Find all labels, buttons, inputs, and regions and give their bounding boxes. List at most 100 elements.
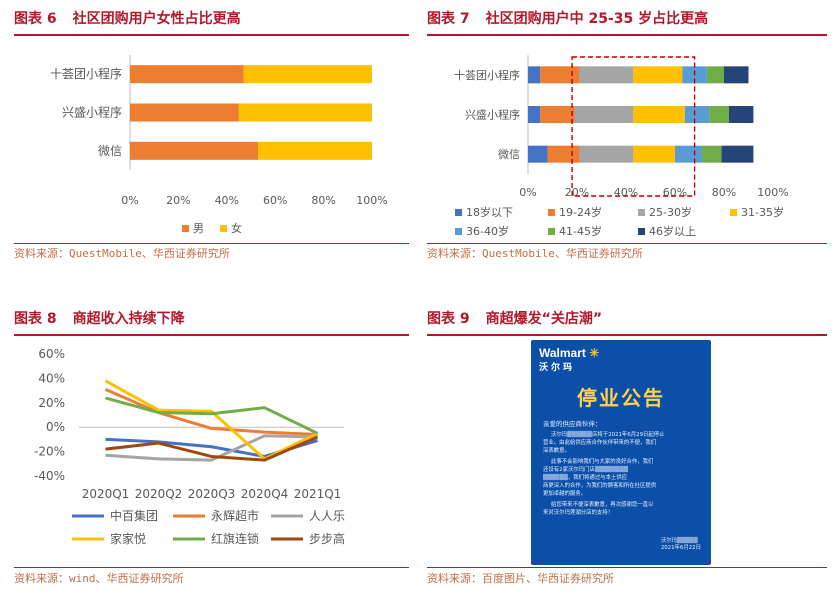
x-tick-label: 40% [614, 186, 638, 199]
notice-line: 深表歉意。 [543, 448, 570, 454]
notice-line: 更加卓越的服务。 [543, 491, 587, 497]
y-tick-label: -40% [34, 469, 65, 483]
bar-segment [243, 65, 372, 84]
bar-segment [547, 145, 580, 163]
notice-body: 亲爱的供应商伙伴： 沃尔玛▒▒▒▒▒▒店将于2021年6月29日起停止 营业。由… [543, 420, 703, 517]
y-tick-label: 20% [38, 396, 65, 410]
walmart-brand-en: Walmart [539, 346, 586, 360]
figure-8-chart: 60% 40% 20% 0% -20% -40% 2020Q1 2020Q2 2020Q3 202… [34, 347, 345, 546]
x-tick-label: 2020Q2 [135, 487, 183, 501]
bar-segment [709, 106, 729, 123]
legend-swatch [548, 209, 555, 216]
notice-line: ▒▒▒▒▒▒，我们将通过与本土供应 [543, 475, 628, 481]
figure-9-panel: 图表 9 商超爆发“关店潮” Walmart ✳ 沃尔玛 停业公告 亲爱的供应商伙… [427, 300, 827, 604]
category-label: 兴盛小程序 [62, 105, 122, 120]
figure-9-title-text: 商超爆发“关店潮” [485, 311, 603, 327]
bar-segment [721, 145, 754, 163]
figure-7-rule [427, 34, 827, 36]
category-label: 十荟团小程序 [454, 68, 520, 82]
figure-9-rule [427, 334, 827, 336]
bar-segment [528, 66, 541, 84]
x-tick-label: 100% [757, 186, 788, 199]
series-line [105, 434, 318, 462]
bar-segment [706, 66, 724, 84]
y-tick-label: 0% [46, 420, 65, 434]
x-tick-label: 2020Q4 [241, 487, 289, 501]
series-line [104, 388, 318, 437]
x-tick-label: 60% [663, 186, 687, 199]
walmart-spark-icon: ✳ [589, 346, 600, 360]
category-label: 微信 [498, 147, 520, 161]
series-line [105, 396, 319, 435]
legend-label: 36-40岁 [466, 224, 509, 238]
notice-salutation: 亲爱的供应商伙伴： [543, 420, 602, 428]
figure-7-source: 资料来源：QuestMobile、华西证券研究所 [427, 247, 643, 260]
figure-7-bottom-rule [427, 243, 827, 244]
notice-sign: 沃尔玛▒▒▒▒▒ [660, 538, 698, 544]
series-line [105, 435, 319, 462]
bar-segment [675, 145, 702, 163]
legend-label: 红旗连锁 [211, 531, 259, 546]
category-label: 微信 [98, 144, 122, 158]
notice-date: 2021年6月22日 [660, 545, 701, 551]
bar-segment [728, 106, 754, 123]
bar-segment [528, 106, 541, 123]
legend-label: 人人乐 [309, 509, 345, 523]
notice-line: 给您带来不便深表歉意，再次感谢您一直以 [551, 502, 654, 508]
figure-9-title: 图表 9 商超爆发“关店潮” [427, 308, 602, 328]
figure-8-title: 图表 8 商超收入持续下降 [14, 308, 185, 328]
y-tick-label: 40% [38, 371, 65, 385]
figure-8-panel: 图表 8 商超收入持续下降 60% 40% 20% 0% -20% -40% 2020Q1 20… [14, 300, 409, 604]
figure-9-number: 图表 9 [427, 311, 470, 327]
legend-label: 家家悦 [110, 531, 146, 546]
figure-8-source: 资料来源：wind、华西证券研究所 [14, 572, 184, 585]
figure-9-source: 资料来源：百度图片、华西证券研究所 [427, 572, 614, 585]
bar-segment [528, 145, 548, 163]
figure-7-number: 图表 7 [427, 11, 470, 27]
bar-segment [574, 106, 634, 123]
notice-signature: 沃尔玛▒▒▒▒▒ 2021年6月22日 [661, 538, 701, 552]
legend-label: 男 [193, 222, 204, 235]
figure-8-bottom-rule [14, 567, 409, 568]
category-label: 十荟团小程序 [50, 66, 122, 81]
legend-swatch [455, 209, 462, 216]
notice-line: 此事不会影响我们与大家的良好合作，我们 [551, 459, 654, 465]
notice-line: 沃尔玛▒▒▒▒▒▒店将于2021年6月29日起停止 [551, 432, 665, 438]
figure-9-bottom-rule [427, 567, 827, 568]
bar-segment [258, 141, 372, 160]
legend-swatch [638, 228, 645, 235]
notice-line: 来对沃尔玛莲湖分店的支持！ [543, 510, 614, 516]
figure-6-rule [14, 34, 409, 36]
legend-label: 18岁以下 [466, 205, 513, 219]
figure-6-title: 图表 6 社区团购用户女性占比更高 [14, 8, 241, 28]
x-tick-label: 2020Q3 [188, 487, 236, 501]
bar-segment [633, 66, 683, 84]
bar-segment [724, 66, 749, 84]
figure-8-rule [14, 334, 409, 336]
y-tick-label: 60% [38, 347, 65, 361]
x-tick-label: 60% [263, 194, 287, 207]
figure-7-title: 图表 7 社区团购用户中 25-35 岁占比更高 [427, 8, 708, 28]
series-line [104, 379, 319, 461]
bar-segment [579, 66, 634, 84]
figure-6-bottom-rule [14, 243, 409, 244]
legend-swatch [548, 228, 555, 235]
x-tick-label: 0% [121, 194, 138, 207]
legend-label: 25-30岁 [649, 205, 692, 219]
legend-label: 永辉超市 [211, 508, 259, 523]
legend-label: 步步高 [309, 531, 345, 546]
x-tick-label: 20% [166, 194, 190, 207]
bar-segment [633, 106, 685, 123]
legend-label: 46岁以上 [649, 224, 696, 238]
x-tick-label: 80% [311, 194, 335, 207]
legend-swatch [730, 209, 737, 216]
walmart-brand-cn: 沃尔玛 [539, 362, 576, 372]
category-label: 兴盛小程序 [465, 108, 520, 122]
figure-6-source: 资料来源：QuestMobile、华西证券研究所 [14, 247, 230, 260]
figure-7-panel: 图表 7 社区团购用户中 25-35 岁占比更高 十荟团小程序 兴盛小程序 微信 0% 2… [427, 0, 827, 300]
figure-6-panel: 图表 6 社区团购用户女性占比更高 十荟团小程序 兴盛小程序 微信 0% 20% 40% 60… [14, 0, 409, 300]
bar-segment [540, 66, 580, 84]
legend-swatch [638, 209, 645, 216]
